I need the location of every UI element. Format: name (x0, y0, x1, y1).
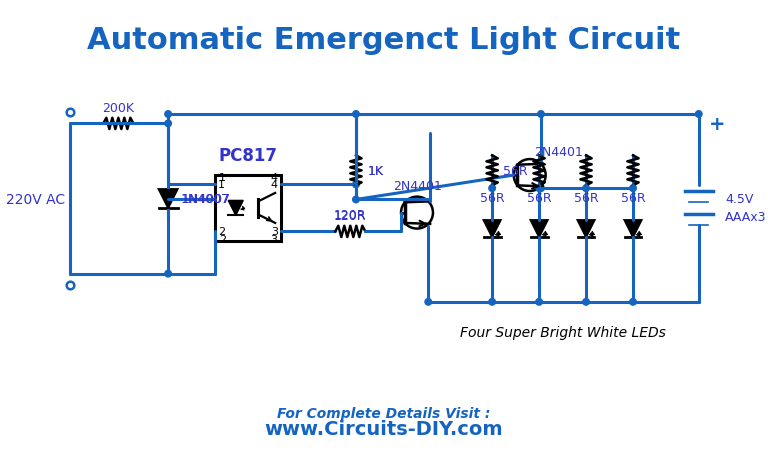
Text: 3: 3 (271, 227, 278, 237)
Text: 4: 4 (270, 172, 277, 182)
Circle shape (165, 271, 171, 278)
Polygon shape (624, 221, 641, 238)
Circle shape (353, 111, 359, 118)
Text: 2N4401: 2N4401 (535, 146, 583, 159)
Polygon shape (578, 221, 594, 238)
Text: 2N4401: 2N4401 (393, 179, 442, 193)
Text: 2: 2 (218, 227, 225, 237)
Circle shape (630, 299, 636, 306)
Text: www.Circuits-DIY.com: www.Circuits-DIY.com (264, 419, 502, 438)
Text: 120R: 120R (334, 209, 366, 223)
Circle shape (425, 299, 432, 306)
Text: 56R: 56R (480, 192, 505, 205)
Circle shape (536, 186, 542, 192)
Polygon shape (159, 190, 177, 208)
Text: 1: 1 (219, 172, 226, 182)
Text: 1: 1 (218, 180, 225, 190)
Text: 1N4007: 1N4007 (180, 193, 230, 206)
Circle shape (536, 299, 542, 306)
Circle shape (165, 121, 171, 128)
Text: 3: 3 (270, 235, 277, 245)
Polygon shape (484, 221, 501, 238)
Text: 56R: 56R (621, 192, 645, 205)
Text: 56R: 56R (574, 192, 598, 205)
Polygon shape (531, 221, 548, 238)
Text: +: + (710, 115, 726, 134)
Circle shape (353, 182, 359, 188)
Text: Four Super Bright White LEDs: Four Super Bright White LEDs (459, 326, 666, 339)
Text: 120R: 120R (334, 208, 366, 222)
FancyBboxPatch shape (215, 176, 281, 241)
Circle shape (538, 186, 545, 192)
Text: 4: 4 (271, 180, 278, 190)
Text: 4.5V
AAAx3: 4.5V AAAx3 (725, 193, 766, 224)
Circle shape (538, 111, 545, 118)
Circle shape (583, 186, 589, 192)
Text: PC817: PC817 (218, 147, 277, 164)
Text: 220V AC: 220V AC (5, 192, 65, 206)
Text: 2: 2 (219, 235, 226, 245)
Circle shape (165, 111, 171, 118)
Circle shape (696, 111, 702, 118)
Text: For Complete Details Visit :: For Complete Details Visit : (276, 406, 490, 420)
Circle shape (583, 299, 589, 306)
Polygon shape (228, 201, 243, 216)
Text: 56R: 56R (527, 192, 551, 205)
Circle shape (353, 197, 359, 203)
Text: 56R: 56R (503, 165, 528, 178)
Text: 1K: 1K (367, 165, 383, 178)
Text: 1K: 1K (367, 165, 383, 178)
Circle shape (630, 186, 636, 192)
Circle shape (489, 186, 495, 192)
Text: 200K: 200K (102, 102, 134, 115)
Circle shape (489, 299, 495, 306)
Text: 1N4007: 1N4007 (181, 193, 230, 206)
Text: Automatic Emergenct Light Circuit: Automatic Emergenct Light Circuit (87, 26, 680, 55)
